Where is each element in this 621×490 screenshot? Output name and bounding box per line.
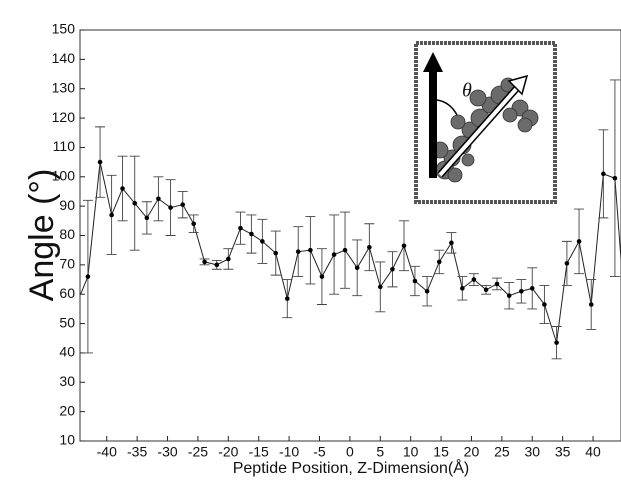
x-tick-label: -40 [97,444,117,460]
data-point [260,239,265,244]
data-point [331,252,337,257]
data-point [483,287,489,293]
x-tick-label: 15 [433,444,449,460]
helix-arrow [438,86,519,177]
data-point [460,286,465,291]
data-point [612,175,618,181]
data-point [97,159,103,165]
data-point [214,262,220,268]
data-point [424,288,430,294]
x-tick-label: 0 [346,444,354,460]
x-tick-label: 10 [403,444,419,460]
x-axis-label: Peptide Position, Z-Dimension(Å) [233,458,470,477]
data-point [436,259,442,265]
y-tick-label: 60 [59,285,75,301]
data-point [273,250,279,256]
data-point [506,293,512,298]
data-point [494,281,500,287]
angle-arc [436,99,458,116]
y-tick-label: 30 [59,373,75,389]
data-point [576,239,582,244]
data-point [144,215,150,221]
data-point [519,288,524,294]
y-tick-label: 110 [53,138,76,154]
x-tick-label: -25 [188,444,208,460]
x-tick-label: 20 [464,444,480,460]
data-point [342,247,348,253]
data-point [284,296,290,301]
data-point [191,221,196,227]
x-tick-label: 40 [585,444,601,460]
y-tick-label: 40 [59,344,75,360]
y-tick-label: 130 [52,79,76,95]
data-point [120,186,125,191]
data-point [319,274,325,279]
y-axis-label: Angle (°) [23,169,61,302]
data-line [80,162,621,343]
data-point [109,212,114,218]
y-tick-label: 100 [52,167,76,183]
data-point [295,249,301,254]
data-point [249,231,254,237]
data-point [180,202,186,207]
x-tick-label: 25 [494,444,510,460]
inset: θ [414,41,557,204]
data-point [412,278,418,284]
data-point [601,171,606,177]
x-tick-label: 35 [555,444,571,460]
y-tick-label: 120 [52,109,76,125]
data-point [308,247,313,253]
data-point [132,200,138,206]
x-tick-label: 5 [376,444,384,460]
normal-arrow-head [423,52,443,72]
x-tick-label: -10 [279,444,299,460]
data-point [168,205,173,210]
x-tick-label: 30 [524,444,540,460]
data-point [85,274,91,279]
y-tick-label: 20 [59,402,75,418]
y-tick-label: 50 [59,314,75,330]
data-point [588,302,594,307]
inset-label: θ [462,80,472,102]
data-point [238,225,243,231]
x-tick-label: -5 [313,444,326,460]
y-tick-label: 90 [59,197,75,213]
data-point [354,265,360,271]
data-point [367,244,372,250]
data-point [156,196,161,202]
data-point [202,259,207,265]
data-point [564,261,570,266]
x-tick-label: -35 [127,444,147,460]
data-point [401,243,407,249]
x-tick-label: -30 [157,444,177,460]
x-tick-label: -15 [249,444,269,460]
data-point [554,340,559,345]
data-point [226,256,231,262]
data-point [542,302,547,307]
y-tick-label: 140 [52,50,76,66]
helix-arrow-head [507,74,529,96]
y-tick-label: 150 [52,21,76,37]
data-point [529,286,535,291]
data-point [390,266,395,272]
data-point [471,277,477,282]
y-tick-label: 10 [59,432,75,448]
data-point [377,284,383,290]
y-tick-label: 70 [59,256,75,272]
y-tick-label: 80 [59,226,75,242]
data-point [449,240,454,246]
x-tick-label: -20 [218,444,238,460]
